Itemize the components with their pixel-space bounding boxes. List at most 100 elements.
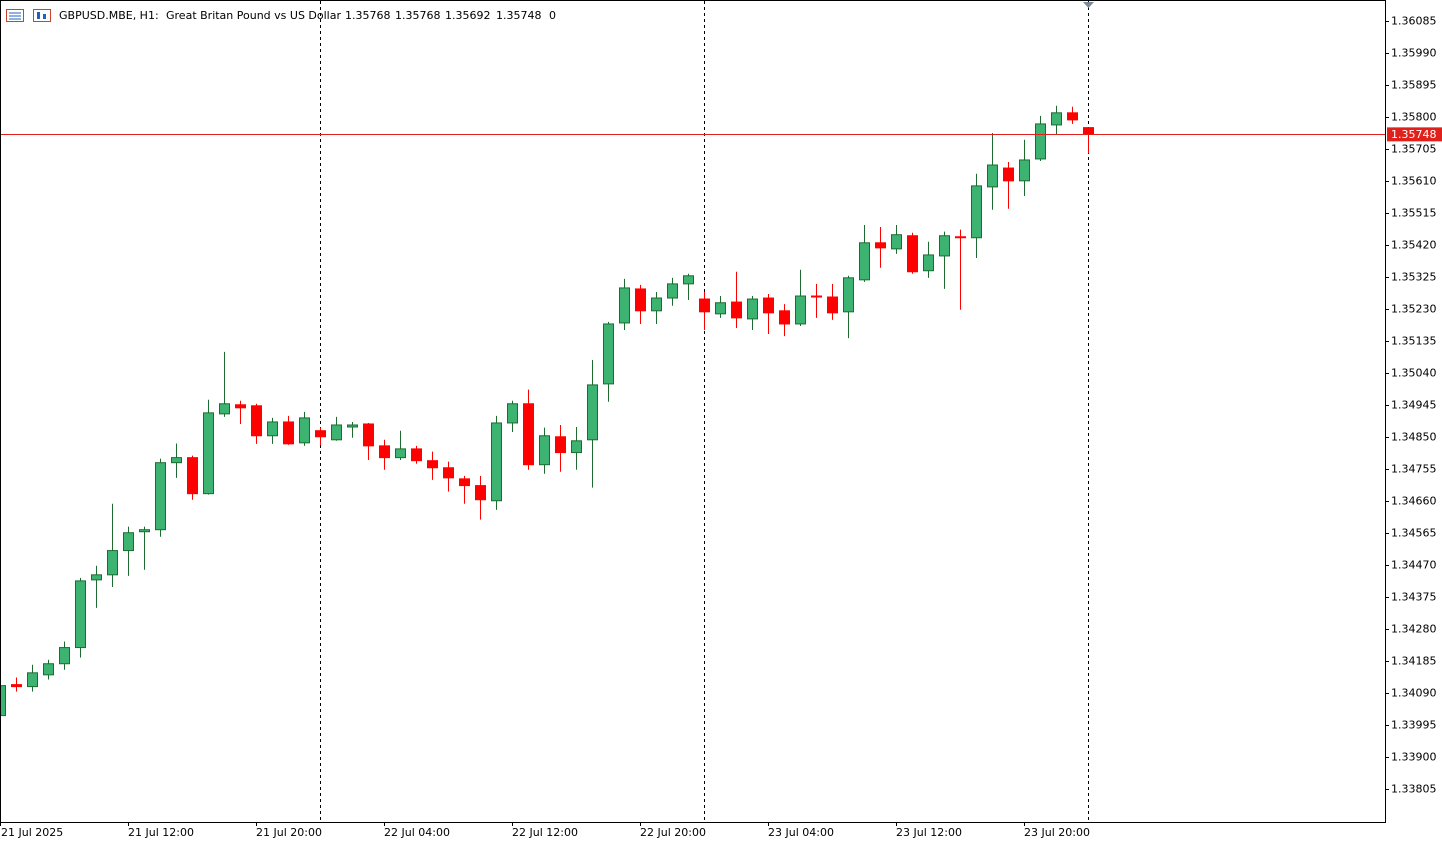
- candle-body: [267, 421, 278, 437]
- candle-body: [827, 296, 838, 314]
- candle-body: [235, 404, 246, 409]
- candle-body: [891, 234, 902, 250]
- y-tick-label: 1.34090: [1391, 687, 1437, 700]
- candle-body: [539, 435, 550, 466]
- header-high: 1.35768: [395, 9, 441, 22]
- candle-body: [427, 460, 438, 469]
- candle-body: [395, 448, 406, 459]
- icon-chart[interactable]: [33, 9, 51, 22]
- y-tick-label: 1.33805: [1391, 783, 1437, 796]
- candle-body: [107, 550, 118, 576]
- candle-body: [779, 310, 790, 325]
- candle-body: [811, 295, 822, 298]
- candle-body: [315, 430, 326, 438]
- y-tick-label: 1.34755: [1391, 463, 1437, 476]
- candle-body: [171, 457, 182, 464]
- price-tag-label: 1.35748: [1391, 128, 1437, 141]
- x-tick-label: 22 Jul 04:00: [384, 826, 450, 839]
- candle-body: [699, 298, 710, 313]
- candle-body: [27, 672, 38, 688]
- candle-body: [987, 164, 998, 188]
- candle-body: [443, 467, 454, 479]
- price-tag: [1387, 127, 1442, 142]
- candle-body: [763, 297, 774, 314]
- candle-body: [187, 457, 198, 495]
- y-tick-label: 1.35705: [1391, 143, 1437, 156]
- candle-body: [251, 405, 262, 437]
- candle-body: [715, 302, 726, 315]
- candle-body: [379, 445, 390, 459]
- candle-body: [683, 275, 694, 285]
- candle-body: [971, 185, 982, 239]
- candle-body: [139, 529, 150, 533]
- candle-body: [203, 412, 214, 495]
- y-tick-label: 1.35420: [1391, 239, 1437, 252]
- y-tick-label: 1.34945: [1391, 399, 1437, 412]
- candle-body: [731, 301, 742, 319]
- candle-body: [1067, 112, 1078, 121]
- candle-body: [331, 424, 342, 441]
- candle-body: [955, 236, 966, 239]
- y-tick-label: 1.34375: [1391, 591, 1437, 604]
- candle-body: [1, 685, 6, 717]
- header-low: 1.35692: [445, 9, 491, 22]
- y-tick-label: 1.34185: [1391, 655, 1437, 668]
- candle-body: [859, 242, 870, 281]
- icon-bar: [37, 12, 40, 19]
- header-volume: 0: [549, 9, 556, 22]
- y-tick-label: 1.34850: [1391, 431, 1437, 444]
- candle-body: [939, 235, 950, 257]
- candle-body: [619, 287, 630, 324]
- candle-body: [1083, 127, 1094, 135]
- x-tick-label: 23 Jul 12:00: [896, 826, 962, 839]
- period-separators: [320, 1, 1089, 822]
- symbol: GBPUSD.MBE, H1:: [59, 9, 159, 22]
- candle-body: [411, 448, 422, 462]
- candles: [1, 105, 1094, 717]
- y-tick-label: 1.34565: [1391, 527, 1437, 540]
- x-tick-label: 21 Jul 20:00: [256, 826, 322, 839]
- shift-marker[interactable]: [1083, 2, 1094, 8]
- candle-body: [843, 277, 854, 313]
- candle-body: [283, 421, 294, 445]
- plot-border: [0, 0, 1386, 823]
- header-open: 1.35768: [345, 9, 391, 22]
- candle-body: [923, 254, 934, 272]
- icon-bar: [43, 14, 46, 19]
- candle-body: [475, 485, 486, 501]
- x-tick-label: 21 Jul 2025: [1, 826, 63, 839]
- x-tick-label: 23 Jul 04:00: [768, 826, 834, 839]
- candle-body: [363, 423, 374, 447]
- y-tick-label: 1.34470: [1391, 559, 1437, 572]
- candle-body: [555, 436, 566, 454]
- candle-body: [59, 647, 70, 665]
- candle-body: [75, 580, 86, 649]
- candle-body: [219, 403, 230, 415]
- candle-body: [459, 478, 470, 487]
- candle-body: [571, 440, 582, 454]
- y-tick-label: 1.35230: [1391, 303, 1437, 316]
- candle-body: [1035, 123, 1046, 160]
- x-tick-label: 23 Jul 20:00: [1024, 826, 1090, 839]
- description: Great Britan Pound vs US Dollar: [166, 9, 341, 22]
- candle-body: [635, 288, 646, 312]
- candle-body: [1019, 159, 1030, 182]
- candle-body: [875, 242, 886, 249]
- candle-body: [123, 532, 134, 552]
- candle-body: [907, 235, 918, 273]
- header: GBPUSD.MBE, H1: Great Britan Pound vs US…: [59, 9, 556, 22]
- y-tick-label: 1.36085: [1391, 15, 1437, 28]
- candle-body: [795, 295, 806, 325]
- candle-body: [747, 298, 758, 320]
- y-tick-label: 1.35895: [1391, 79, 1437, 92]
- candle-body: [155, 462, 166, 531]
- y-tick-label: 1.34660: [1391, 495, 1437, 508]
- x-tick-label: 22 Jul 12:00: [512, 826, 578, 839]
- y-tick-label: 1.35135: [1391, 335, 1437, 348]
- header-icons: [6, 9, 51, 22]
- candle-body: [491, 422, 502, 502]
- y-tick-label: 1.35515: [1391, 207, 1437, 220]
